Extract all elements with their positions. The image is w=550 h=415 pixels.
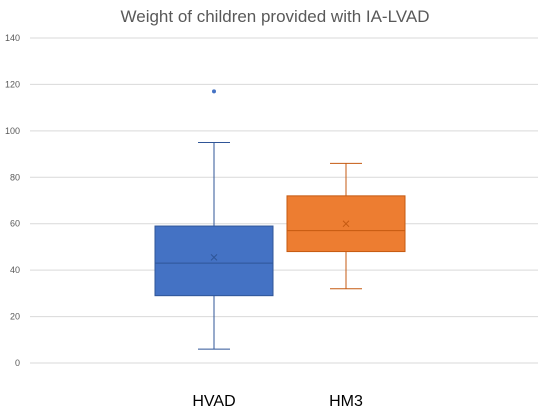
y-tick-label: 80: [10, 172, 20, 182]
mean-marker: [210, 254, 218, 261]
x-axis: HVAD HM3: [192, 393, 363, 410]
box-hvad: [154, 89, 274, 350]
chart-title: Weight of children provided with IA-LVAD: [121, 7, 430, 26]
boxes: [154, 89, 406, 350]
gridlines: [30, 37, 538, 364]
outlier-point: [212, 89, 216, 94]
y-tick-label: 120: [5, 79, 20, 89]
mean-marker: [342, 220, 350, 228]
y-tick-label: 20: [10, 312, 20, 322]
y-tick-label: 100: [5, 126, 20, 136]
category-label-hvad: HVAD: [192, 393, 235, 410]
y-tick-label: 140: [5, 33, 20, 43]
y-tick-label: 0: [15, 358, 20, 368]
y-tick-label: 60: [10, 219, 20, 229]
y-axis: 0 20 40 60 80 100 120 140: [5, 33, 20, 368]
category-label-hm3: HM3: [329, 393, 363, 410]
iqr-box: [154, 225, 274, 297]
y-tick-label: 40: [10, 265, 20, 275]
box-hm3: [286, 162, 406, 290]
